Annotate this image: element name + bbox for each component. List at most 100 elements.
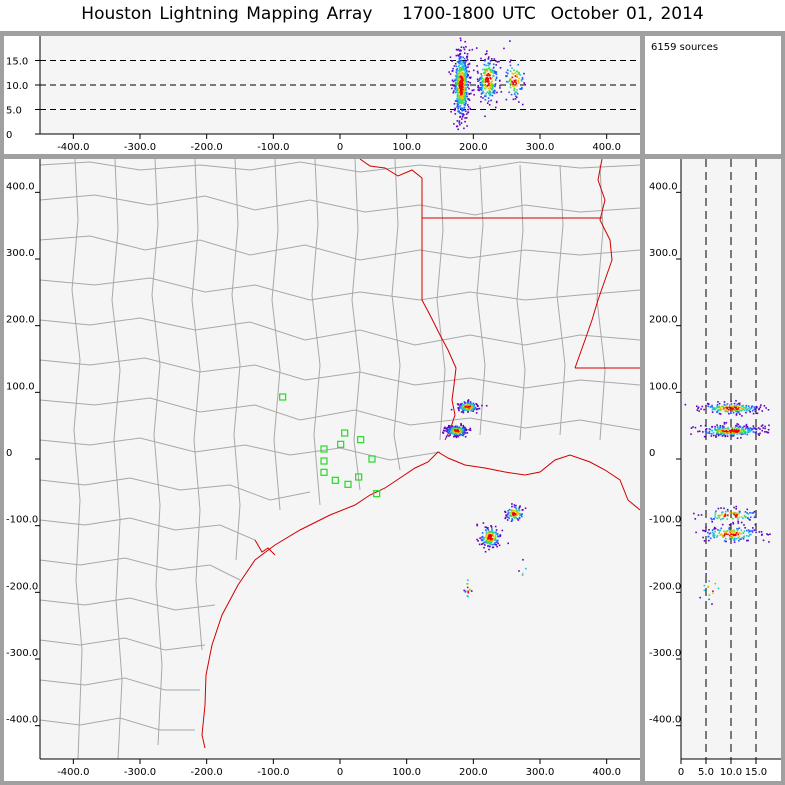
map-source-point — [488, 537, 491, 539]
alt-ew-source-point — [480, 89, 483, 91]
ns-alt-source-point — [707, 432, 709, 434]
alt-ew-source-point — [456, 97, 458, 100]
map-source-point — [507, 512, 510, 514]
ns-alt-source-point — [724, 532, 726, 535]
alt-ew-source-point — [455, 125, 458, 128]
ns-alt-source-point — [728, 528, 730, 530]
map-source-point — [482, 538, 485, 541]
alt-ew-source-point — [460, 59, 463, 62]
alt-ew-source-point — [506, 72, 509, 75]
ns-alt-source-point — [729, 432, 731, 435]
alt-ew-source-point — [459, 83, 461, 86]
map-source-point — [487, 536, 490, 539]
alt-ew-source-point — [514, 75, 517, 77]
alt-ew-source-point — [448, 71, 450, 73]
ns-alt-source-point — [726, 508, 729, 511]
ns-alt-source-point — [733, 406, 736, 409]
ns-alt-y-tick-label: -100.0 — [649, 515, 681, 526]
ns-alt-source-point — [747, 539, 749, 542]
alt-ew-source-point — [492, 75, 495, 77]
map-source-point — [463, 589, 466, 592]
alt-ew-source-point — [517, 79, 519, 82]
alt-ew-source-point — [460, 46, 463, 48]
ns-alt-source-point — [754, 515, 756, 518]
alt-ew-source-point — [462, 66, 465, 68]
alt-ew-source-point — [491, 70, 494, 73]
alt-ew-source-point — [488, 84, 490, 86]
ns-alt-source-point — [698, 410, 700, 412]
ns-alt-source-point — [703, 589, 706, 592]
ns-alt-source-point — [712, 518, 715, 520]
alt-ew-source-point — [477, 72, 479, 74]
ns-alt-source-point — [699, 596, 701, 599]
ns-alt-source-point — [739, 426, 742, 428]
ns-alt-source-point — [697, 430, 699, 433]
ns-alt-source-point — [708, 580, 711, 582]
map-x-tick-label: -100.0 — [257, 767, 289, 778]
ns-alt-source-point — [722, 430, 725, 432]
alt-ew-source-point — [518, 101, 520, 103]
ns-alt-source-point — [726, 518, 729, 520]
ns-alt-source-point — [764, 427, 766, 430]
alt-ew-source-point — [509, 83, 512, 85]
map-source-point — [484, 529, 487, 531]
alt-ew-source-point — [472, 89, 475, 91]
ns-alt-source-point — [754, 431, 756, 434]
ns-alt-source-point — [764, 425, 766, 428]
map-source-point — [460, 427, 463, 430]
ns-alt-source-point — [728, 407, 731, 409]
map-source-point — [459, 433, 462, 436]
alt-ew-source-point — [494, 71, 496, 74]
ns-alt-source-point — [723, 426, 725, 428]
ns-alt-source-point — [744, 407, 747, 410]
alt-ew-source-point — [498, 60, 500, 63]
ns-alt-source-point — [716, 411, 719, 413]
ns-alt-source-point — [725, 510, 727, 513]
ns-alt-source-point — [708, 529, 710, 531]
alt-ew-source-point — [516, 89, 518, 91]
ns-alt-source-point — [753, 510, 756, 513]
ns-alt-source-point — [735, 505, 738, 508]
alt-ew-x-tick-label: -100.0 — [257, 142, 289, 153]
map-source-point — [462, 427, 465, 429]
alt-ew-source-point — [518, 73, 520, 75]
alt-ew-source-point — [511, 67, 513, 69]
alt-ew-source-point — [466, 72, 468, 75]
alt-ew-source-point — [465, 100, 467, 103]
map-source-point — [457, 407, 459, 409]
ns-alt-source-point — [725, 410, 727, 412]
ns-alt-source-point — [737, 406, 740, 409]
map-source-point — [491, 528, 493, 530]
ns-alt-source-point — [711, 529, 714, 531]
ns-alt-source-point — [717, 406, 719, 408]
ns-alt-source-point — [721, 433, 723, 435]
map-source-point — [488, 545, 491, 548]
alt-ew-source-point — [489, 85, 491, 88]
alt-ew-source-point — [481, 80, 484, 82]
alt-ew-source-point — [517, 71, 520, 74]
map-source-point — [476, 408, 479, 410]
alt-ew-source-point — [459, 115, 462, 118]
ns-alt-source-point — [739, 510, 741, 513]
alt-ew-source-point — [461, 81, 463, 83]
alt-ew-source-point — [449, 56, 452, 59]
map-source-point — [476, 524, 479, 527]
map-source-point — [471, 404, 473, 407]
ns-alt-source-point — [721, 405, 723, 408]
alt-ew-source-point — [490, 68, 492, 71]
ns-alt-source-point — [735, 425, 738, 427]
ns-alt-source-point — [695, 405, 698, 408]
alt-ew-source-point — [487, 87, 490, 90]
ns-alt-source-point — [707, 535, 710, 538]
alt-ew-source-point — [516, 75, 518, 78]
alt-ew-source-point — [457, 107, 459, 110]
ns-alt-source-point — [741, 407, 743, 410]
ns-alt-source-point — [719, 407, 722, 410]
map-source-point — [459, 427, 461, 430]
alt-ew-source-point — [517, 63, 519, 66]
alt-ew-source-point — [468, 93, 471, 95]
ns-alt-source-point — [743, 536, 745, 538]
alt-ew-source-point — [509, 86, 512, 89]
alt-ew-source-point — [455, 54, 458, 57]
alt-ew-source-point — [513, 69, 515, 72]
